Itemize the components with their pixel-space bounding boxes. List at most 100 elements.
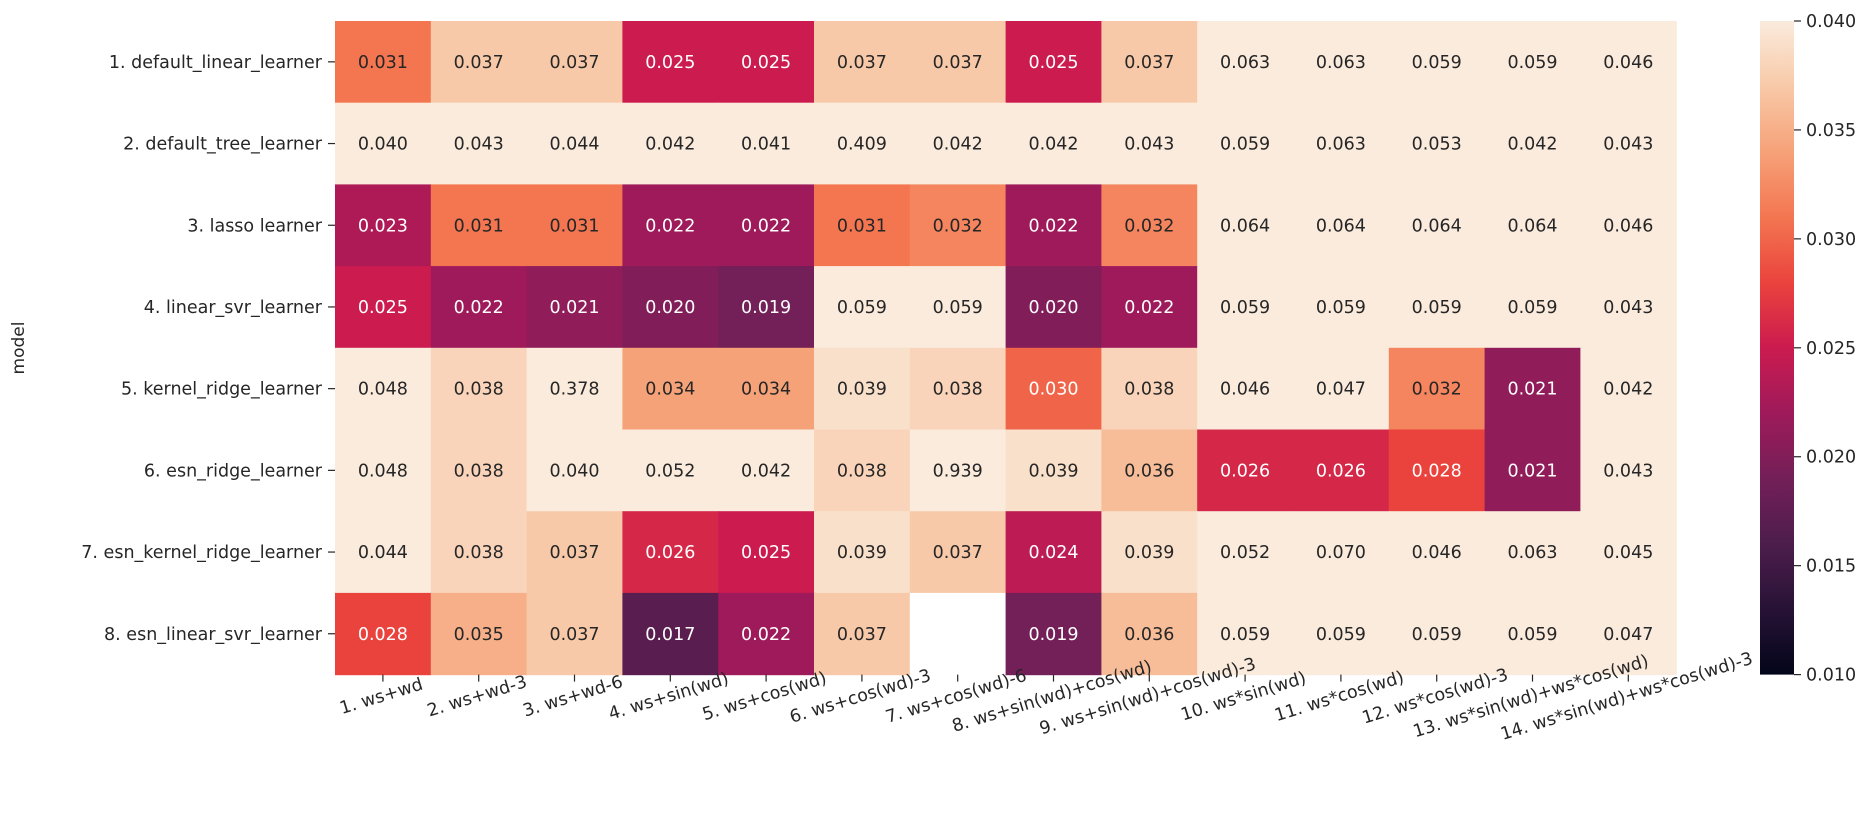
- heatmap-cell: [909, 511, 1007, 594]
- heatmap-cell: [718, 21, 815, 104]
- heatmap-cell: [1484, 511, 1581, 594]
- heatmap-cell: [1101, 347, 1198, 431]
- heatmap-cell-label: 0.026: [645, 543, 695, 563]
- heatmap-cell-label: 0.046: [1412, 543, 1462, 563]
- heatmap-cell-label: 0.059: [1412, 53, 1462, 73]
- heatmap-cell: [909, 184, 1007, 267]
- heatmap-cell-label: 0.042: [645, 135, 695, 155]
- heatmap-cell: [430, 184, 528, 267]
- heatmap-cell: [622, 102, 719, 185]
- heatmap-cell-label: 0.028: [1412, 461, 1462, 481]
- heatmap-cell: [526, 21, 623, 104]
- heatmap-cell: [1293, 429, 1390, 512]
- heatmap-cell: [526, 347, 623, 431]
- heatmap-cell: [909, 429, 1007, 512]
- heatmap-cell: [622, 592, 719, 676]
- heatmap-cell-label: 0.032: [1412, 380, 1462, 400]
- heatmap-cell-label: 0.026: [1220, 461, 1270, 481]
- heatmap-cell: [1101, 592, 1198, 676]
- heatmap-cell: [1197, 266, 1294, 349]
- heatmap-cell-label: 0.064: [1220, 216, 1270, 236]
- heatmap-cell-label: 0.031: [837, 216, 887, 236]
- colorbar: 0.010 0.015 0.020 0.025 0.030 0.035 0.040: [1760, 12, 1856, 686]
- y-tick-label: 5. kernel_ridge_learner: [121, 380, 323, 400]
- heatmap-cell: [1388, 266, 1486, 349]
- heatmap-cell-empty: [909, 592, 1007, 676]
- heatmap-cell-label: 0.017: [645, 625, 695, 645]
- heatmap-cell-label: 0.042: [1028, 135, 1078, 155]
- heatmap-cell-label: 0.023: [358, 216, 408, 236]
- heatmap-cell: [1484, 429, 1581, 512]
- colorbar-tick-label: 0.020: [1806, 448, 1856, 468]
- heatmap-cell-label: 0.021: [549, 298, 599, 318]
- heatmap-cell: [1484, 21, 1581, 104]
- heatmap-cell: [526, 184, 623, 267]
- heatmap-cell: [718, 429, 815, 512]
- heatmap-cell: [1005, 184, 1102, 267]
- y-tick-label: 3. lasso learner: [187, 216, 322, 236]
- heatmap-cell: [1005, 347, 1102, 431]
- heatmap-cell-label: 0.037: [1124, 53, 1174, 73]
- heatmap-cell: [526, 592, 623, 676]
- heatmap-cell: [1484, 184, 1581, 267]
- heatmap-cell: [1293, 592, 1390, 676]
- heatmap-cell-label: 0.378: [549, 380, 599, 400]
- heatmap-cell-label: 0.025: [741, 53, 791, 73]
- heatmap-cell-label: 0.022: [1028, 216, 1078, 236]
- heatmap-cell: [622, 347, 719, 431]
- heatmap-cell: [1197, 429, 1294, 512]
- colorbar-tick-label: 0.010: [1806, 666, 1856, 686]
- heatmap-cell: [430, 511, 528, 594]
- heatmap-cell: [1293, 266, 1390, 349]
- heatmap-cell-label: 0.038: [454, 380, 504, 400]
- y-tick-label: 1. default_linear_learner: [109, 53, 323, 73]
- heatmap-cell-label: 0.025: [1028, 53, 1078, 73]
- heatmap-cell-label: 0.038: [454, 461, 504, 481]
- heatmap-cell-label: 0.038: [837, 461, 887, 481]
- heatmap-cell: [814, 592, 911, 676]
- heatmap-cell: [718, 347, 815, 431]
- heatmap-cell: [1293, 21, 1390, 104]
- heatmap-cell-label: 0.039: [837, 380, 887, 400]
- heatmap-cell-label: 0.034: [741, 380, 791, 400]
- heatmap-cell-label: 0.021: [1507, 380, 1557, 400]
- heatmap-cell: [1197, 347, 1294, 431]
- heatmap-cell: [1293, 102, 1390, 185]
- heatmap-cell-label: 0.037: [549, 53, 599, 73]
- heatmap-cell: [430, 21, 528, 104]
- heatmap-cell: [430, 102, 528, 185]
- heatmap-cell: [1101, 102, 1198, 185]
- heatmap-cell-label: 0.022: [645, 216, 695, 236]
- heatmap-cell-label: 0.063: [1316, 53, 1366, 73]
- heatmap-cell: [1388, 21, 1486, 104]
- heatmap-cell-label: 0.024: [1028, 543, 1078, 563]
- heatmap-cell: [335, 266, 432, 349]
- heatmap-cell-label: 0.042: [1603, 380, 1653, 400]
- heatmap-cell: [1580, 511, 1677, 594]
- heatmap-cell: [814, 511, 911, 594]
- heatmap-cell-label: 0.022: [454, 298, 504, 318]
- x-tick-label: 2. ws+wd-3: [425, 672, 530, 721]
- heatmap-cell: [1101, 511, 1198, 594]
- heatmap-cell: [335, 429, 432, 512]
- y-tick-label: 2. default_tree_learner: [123, 135, 323, 155]
- heatmap-cell: [1484, 592, 1581, 676]
- heatmap-cell-label: 0.039: [837, 543, 887, 563]
- heatmap-cell: [718, 102, 815, 185]
- y-tick-label: 7. esn_kernel_ridge_learner: [81, 543, 323, 563]
- y-axis: 1. default_linear_learner 2. default_tree…: [81, 53, 335, 645]
- heatmap-cell-label: 0.021: [1507, 461, 1557, 481]
- heatmap-cell: [1388, 184, 1486, 267]
- heatmap-cell: [1580, 266, 1677, 349]
- heatmap-cell: [430, 266, 528, 349]
- heatmap-cell-label: 0.036: [1124, 461, 1174, 481]
- heatmap-cell-label: 0.042: [741, 461, 791, 481]
- heatmap-cell: [1580, 21, 1677, 104]
- heatmap-cell-label: 0.059: [1220, 298, 1270, 318]
- heatmap-cell: [909, 347, 1007, 431]
- heatmap-cell-label: 0.048: [358, 461, 408, 481]
- heatmap-cell-label: 0.047: [1316, 380, 1366, 400]
- heatmap-cell: [526, 102, 623, 185]
- heatmap-cell: [1005, 266, 1102, 349]
